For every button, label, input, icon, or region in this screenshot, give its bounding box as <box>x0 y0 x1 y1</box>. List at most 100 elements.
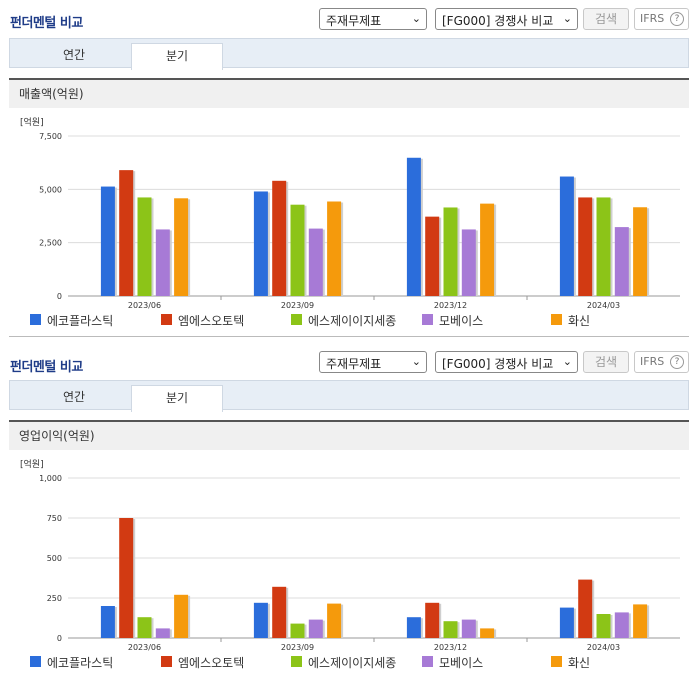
legend-label: 엠에스오토텍 <box>178 656 245 670</box>
statement-type-value: 주재무제표 <box>326 357 382 371</box>
bar <box>272 180 287 296</box>
compare-group-value: [FG000] 경쟁사 비교 <box>442 14 554 28</box>
bar <box>100 606 115 638</box>
statement-type-value: 주재무제표 <box>326 14 382 28</box>
bar <box>578 579 593 638</box>
bar <box>290 623 305 638</box>
bar <box>559 607 574 638</box>
chevron-down-icon: ⌄ <box>562 355 572 368</box>
bar <box>119 518 134 638</box>
legend-swatch <box>161 656 172 667</box>
legend-label: 에코플라스틱 <box>47 656 114 670</box>
bar <box>406 157 421 296</box>
bar <box>119 170 134 296</box>
help-icon[interactable]: ? <box>670 355 684 369</box>
ifrs-button[interactable]: IFRS ? <box>634 351 689 373</box>
x-tick-label: 2023/09 <box>281 301 314 310</box>
chart-legend: 에코플라스틱 엠에스오토텍 에스제이이지세종 모베이스 화신 <box>30 654 670 670</box>
x-tick-label: 2024/03 <box>587 643 620 652</box>
bar <box>425 216 440 296</box>
legend-swatch <box>161 314 172 325</box>
x-tick-label: 2023/09 <box>281 643 314 652</box>
legend-swatch <box>30 656 41 667</box>
statement-type-select[interactable]: 주재무제표 ⌄ <box>319 8 427 30</box>
bar <box>578 197 593 296</box>
legend-swatch <box>291 656 302 667</box>
legend-label: 에스제이이지세종 <box>308 314 397 328</box>
ifrs-button[interactable]: IFRS ? <box>634 8 689 30</box>
bar <box>308 228 323 296</box>
bar <box>480 628 495 638</box>
y-tick-label: 2,500 <box>39 239 62 248</box>
tab-quarterly[interactable]: 분기 <box>131 385 223 412</box>
help-icon[interactable]: ? <box>670 12 684 26</box>
y-tick-label: 5,000 <box>39 185 62 194</box>
bar <box>461 229 476 296</box>
y-tick-label: 7,500 <box>39 132 62 141</box>
legend-label: 엠에스오토텍 <box>178 314 245 328</box>
search-button[interactable]: 검색 <box>583 351 629 373</box>
chevron-down-icon: ⌄ <box>411 12 421 25</box>
sales-bar-chart: [억원] 0 2,500 5,000 7,500 2023/06 2023/09 2023/1… <box>20 116 680 310</box>
unit-label: [억원] <box>20 458 44 470</box>
legend-label: 에스제이이지세종 <box>308 656 397 670</box>
bar <box>406 617 421 638</box>
bar <box>253 602 268 638</box>
x-tick-label: 2023/12 <box>434 643 467 652</box>
bar <box>100 186 115 296</box>
section-title: 펀더멘털 비교 <box>10 360 83 375</box>
unit-label: [억원] <box>20 116 44 128</box>
legend-swatch <box>291 314 302 325</box>
bar <box>633 207 648 296</box>
tab-annual[interactable]: 연간 <box>62 48 86 62</box>
bar <box>596 614 611 638</box>
tab-annual[interactable]: 연간 <box>62 390 86 404</box>
chart-title: 매출액(억원) <box>9 78 689 108</box>
search-button[interactable]: 검색 <box>583 8 629 30</box>
y-tick-label: 750 <box>47 514 62 523</box>
bar <box>559 176 574 296</box>
ifrs-label: IFRS <box>640 12 665 25</box>
bar <box>137 617 152 638</box>
legend-swatch <box>551 314 562 325</box>
statement-type-select[interactable]: 주재무제표 ⌄ <box>319 351 427 373</box>
fundamental-section-sales: 펀더멘털 비교 주재무제표 ⌄ [FG000] 경쟁사 비교 ⌄ 검색 IFRS… <box>9 8 689 337</box>
bar <box>596 197 611 296</box>
section-title: 펀더멘털 비교 <box>10 16 83 31</box>
bar <box>425 602 440 638</box>
legend-swatch <box>422 314 433 325</box>
y-tick-label: 0 <box>57 292 62 301</box>
y-tick-label: 1,000 <box>39 474 62 483</box>
bar <box>308 619 323 638</box>
bar <box>174 594 189 638</box>
legend-label: 화신 <box>568 656 591 670</box>
period-tabs: 연간 분기 <box>9 380 689 412</box>
bar <box>155 229 170 296</box>
bar <box>327 603 342 638</box>
y-tick-label: 250 <box>47 594 62 603</box>
x-tick-label: 2024/03 <box>587 301 620 310</box>
bar <box>614 227 629 296</box>
legend-swatch <box>422 656 433 667</box>
tab-quarterly[interactable]: 분기 <box>131 43 223 70</box>
period-tabs: 연간 분기 <box>9 38 689 70</box>
compare-group-value: [FG000] 경쟁사 비교 <box>442 357 554 371</box>
chart-legend: 에코플라스틱 엠에스오토텍 에스제이이지세종 모베이스 화신 <box>30 312 670 328</box>
bar <box>253 191 268 296</box>
chevron-down-icon: ⌄ <box>411 355 421 368</box>
bar <box>633 604 648 638</box>
bar <box>443 207 458 296</box>
ifrs-label: IFRS <box>640 355 665 368</box>
x-tick-label: 2023/12 <box>434 301 467 310</box>
x-tick-label: 2023/06 <box>128 301 161 310</box>
bar <box>155 628 170 638</box>
x-tick-label: 2023/06 <box>128 643 161 652</box>
legend-label: 모베이스 <box>439 656 484 670</box>
compare-group-select[interactable]: [FG000] 경쟁사 비교 ⌄ <box>435 351 578 373</box>
bar <box>614 612 629 638</box>
legend-label: 에코플라스틱 <box>47 314 114 328</box>
legend-swatch <box>30 314 41 325</box>
bar <box>443 621 458 638</box>
compare-group-select[interactable]: [FG000] 경쟁사 비교 ⌄ <box>435 8 578 30</box>
bar <box>290 204 305 296</box>
